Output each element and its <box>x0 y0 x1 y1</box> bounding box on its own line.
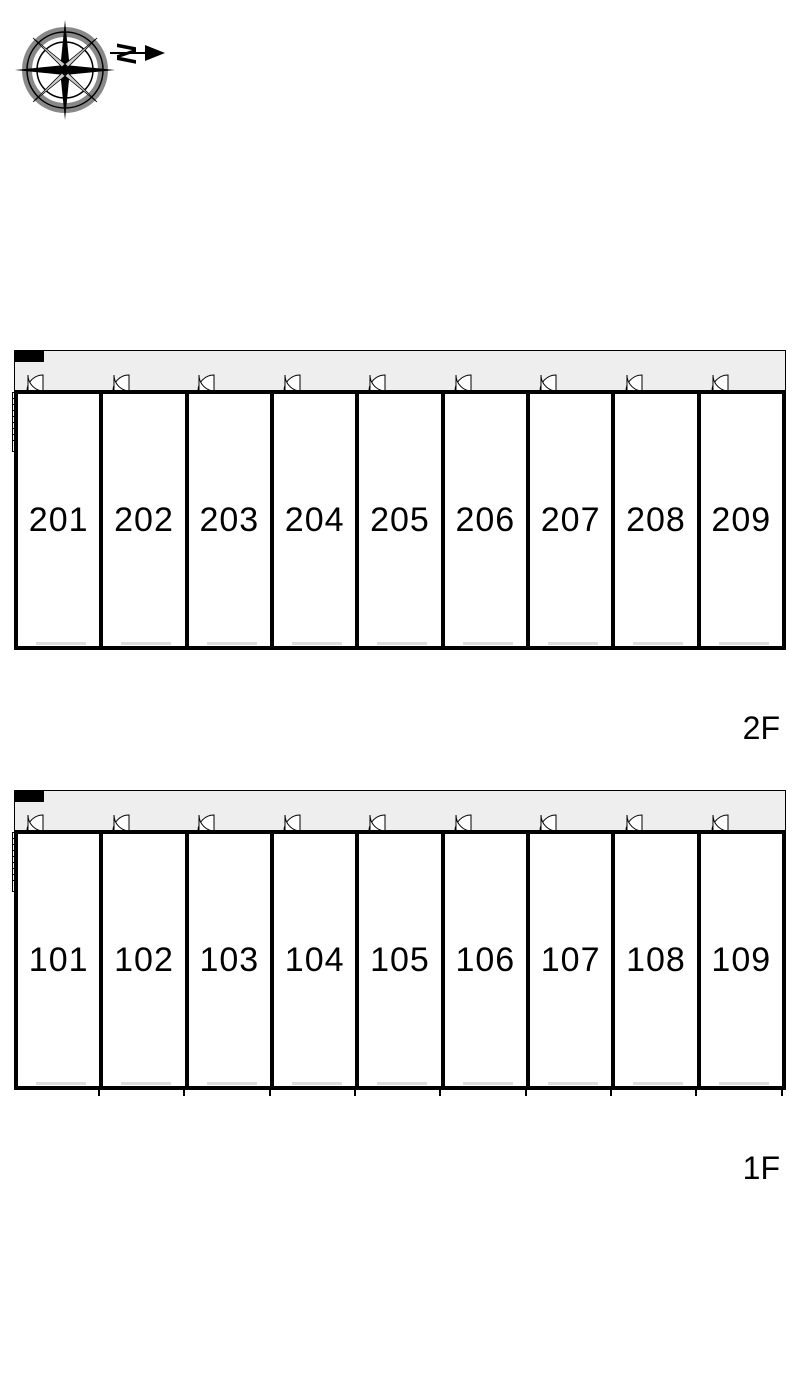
room-label: 101 <box>29 941 89 980</box>
corridor-1f <box>14 790 786 830</box>
door-row-2f <box>15 363 785 391</box>
floor-label-2f: 2F <box>743 710 780 747</box>
room-206: 206 <box>445 394 530 646</box>
room-label: 206 <box>455 501 515 540</box>
room-109: 109 <box>701 834 782 1086</box>
corridor-notch <box>14 790 44 802</box>
room-103: 103 <box>189 834 274 1086</box>
floor-plan-1f: 101 102 103 104 105 106 107 108 109 <box>14 790 786 1090</box>
room-label: 102 <box>114 941 174 980</box>
room-label: 204 <box>285 501 345 540</box>
floor-plan-2f: 201 202 203 204 205 206 207 208 209 <box>14 350 786 650</box>
room-label: 104 <box>285 941 345 980</box>
corridor-2f <box>14 350 786 390</box>
room-label: 105 <box>370 941 430 980</box>
room-label: 109 <box>711 941 771 980</box>
floor-label-1f: 1F <box>743 1150 780 1187</box>
room-label: 103 <box>199 941 259 980</box>
room-label: 108 <box>626 941 686 980</box>
room-106: 106 <box>445 834 530 1086</box>
room-label: 201 <box>29 501 89 540</box>
room-label: 202 <box>114 501 174 540</box>
door-row-1f <box>15 803 785 831</box>
room-203: 203 <box>189 394 274 646</box>
room-108: 108 <box>615 834 700 1086</box>
room-201: 201 <box>18 394 103 646</box>
room-205: 205 <box>359 394 444 646</box>
rooms-row-1f: 101 102 103 104 105 106 107 108 109 <box>14 830 786 1090</box>
room-label: 107 <box>541 941 601 980</box>
room-label: 205 <box>370 501 430 540</box>
room-101: 101 <box>18 834 103 1086</box>
room-104: 104 <box>274 834 359 1086</box>
compass-rose: N <box>15 15 175 130</box>
rooms-row-2f: 201 202 203 204 205 206 207 208 209 <box>14 390 786 650</box>
room-208: 208 <box>615 394 700 646</box>
room-105: 105 <box>359 834 444 1086</box>
room-label: 207 <box>541 501 601 540</box>
corridor-notch <box>14 350 44 362</box>
room-label: 208 <box>626 501 686 540</box>
room-107: 107 <box>530 834 615 1086</box>
room-209: 209 <box>701 394 782 646</box>
room-label: 203 <box>199 501 259 540</box>
room-label: 106 <box>455 941 515 980</box>
room-202: 202 <box>103 394 188 646</box>
compass-icon: N <box>15 15 175 125</box>
room-102: 102 <box>103 834 188 1086</box>
room-207: 207 <box>530 394 615 646</box>
compass-north-label: N <box>111 43 142 64</box>
room-204: 204 <box>274 394 359 646</box>
room-label: 209 <box>711 501 771 540</box>
